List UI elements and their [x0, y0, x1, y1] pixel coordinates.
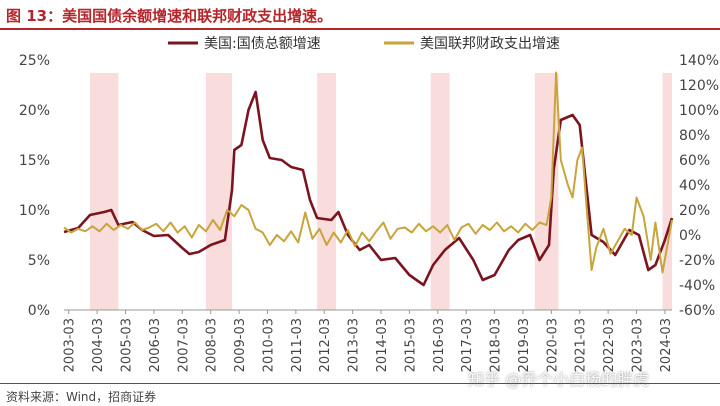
x-tick-label: 2005-03	[120, 318, 135, 372]
y-left-tick-label: 10%	[19, 203, 50, 219]
y-left-tick-label: 15%	[19, 153, 50, 169]
y-right-tick-label: 140%	[679, 53, 719, 69]
legend-label: 美国联邦财政支出增速	[420, 36, 560, 52]
y-right-tick-label: 60%	[679, 153, 710, 169]
figure-title: 图 13：美国国债余额增速和联邦财政支出增速。	[6, 7, 333, 25]
x-tick-label: 2018-03	[489, 318, 504, 372]
series-line-debt-growth	[63, 90, 674, 287]
y-axis-left: 0% 5% 10% 15% 20% 25%	[19, 53, 50, 319]
x-tick-label: 2004-03	[91, 318, 106, 372]
y-left-tick-label: 25%	[19, 53, 50, 69]
x-tick-label: 2009-03	[233, 318, 248, 372]
x-tick-label: 2024-03	[659, 318, 674, 372]
y-left-tick-label: 5%	[28, 253, 50, 269]
x-tick-label: 2012-03	[318, 318, 333, 372]
y-axis-right: -60% -40% -20% 0% 20% 40% 60% 80% 100% 120% 140%	[679, 53, 719, 319]
line-chart: 0% 5% 10% 15% 20% 25% -60% -40% -20% 0% 20% 40% 60% 8…	[19, 36, 719, 372]
y-right-tick-label: 120%	[679, 78, 719, 94]
x-tick-label: 2015-03	[403, 318, 418, 372]
legend: 美国:国债总额增速 美国联邦财政支出增速	[168, 36, 560, 52]
title-divider	[0, 28, 720, 30]
x-axis-ticks: 2003-03 2004-03 2005-03 2006-03 2007-03 2008-…	[63, 310, 674, 372]
x-tick-label: 2010-03	[261, 318, 276, 372]
y-right-tick-label: -40%	[679, 278, 715, 294]
y-right-tick-label: 100%	[679, 103, 719, 119]
watermark: 知乎 @乔个小白杨的胖虎	[468, 370, 650, 389]
x-tick-label: 2016-03	[432, 318, 447, 372]
shaded-band	[430, 73, 450, 310]
y-left-tick-label: 20%	[19, 103, 50, 119]
source-note: 资料来源：Wind，招商证券	[6, 390, 157, 404]
x-tick-label: 2017-03	[460, 318, 475, 372]
shaded-band	[205, 73, 232, 310]
shaded-band	[90, 73, 119, 310]
series-line-spending-growth	[63, 71, 673, 274]
x-tick-label: 2011-03	[290, 318, 305, 372]
x-tick-label: 2003-03	[63, 318, 78, 372]
figure-header: 图 13：美国国债余额增速和联邦财政支出增速。	[0, 0, 720, 30]
x-tick-label: 2008-03	[205, 318, 220, 372]
y-right-tick-label: 80%	[679, 128, 710, 144]
x-tick-label: 2006-03	[148, 318, 163, 372]
y-right-tick-label: 0%	[679, 228, 701, 244]
footer-divider	[0, 383, 720, 384]
x-tick-label: 2007-03	[176, 318, 191, 372]
shaded-band	[662, 73, 672, 310]
x-tick-label: 2019-03	[517, 318, 532, 372]
y-right-tick-label: 40%	[679, 178, 710, 194]
x-tick-label: 2021-03	[574, 318, 589, 372]
x-tick-label: 2020-03	[545, 318, 560, 372]
x-tick-label: 2013-03	[347, 318, 362, 372]
x-tick-label: 2022-03	[602, 318, 617, 372]
y-right-tick-label: -60%	[679, 303, 715, 319]
shaded-band	[317, 73, 337, 310]
y-right-tick-label: -20%	[679, 253, 715, 269]
x-tick-label: 2014-03	[375, 318, 390, 372]
x-tick-label: 2023-03	[631, 318, 646, 372]
legend-label: 美国:国债总额增速	[204, 36, 321, 52]
y-left-tick-label: 0%	[28, 303, 50, 319]
y-right-tick-label: 20%	[679, 203, 710, 219]
shaded-band	[534, 73, 559, 310]
